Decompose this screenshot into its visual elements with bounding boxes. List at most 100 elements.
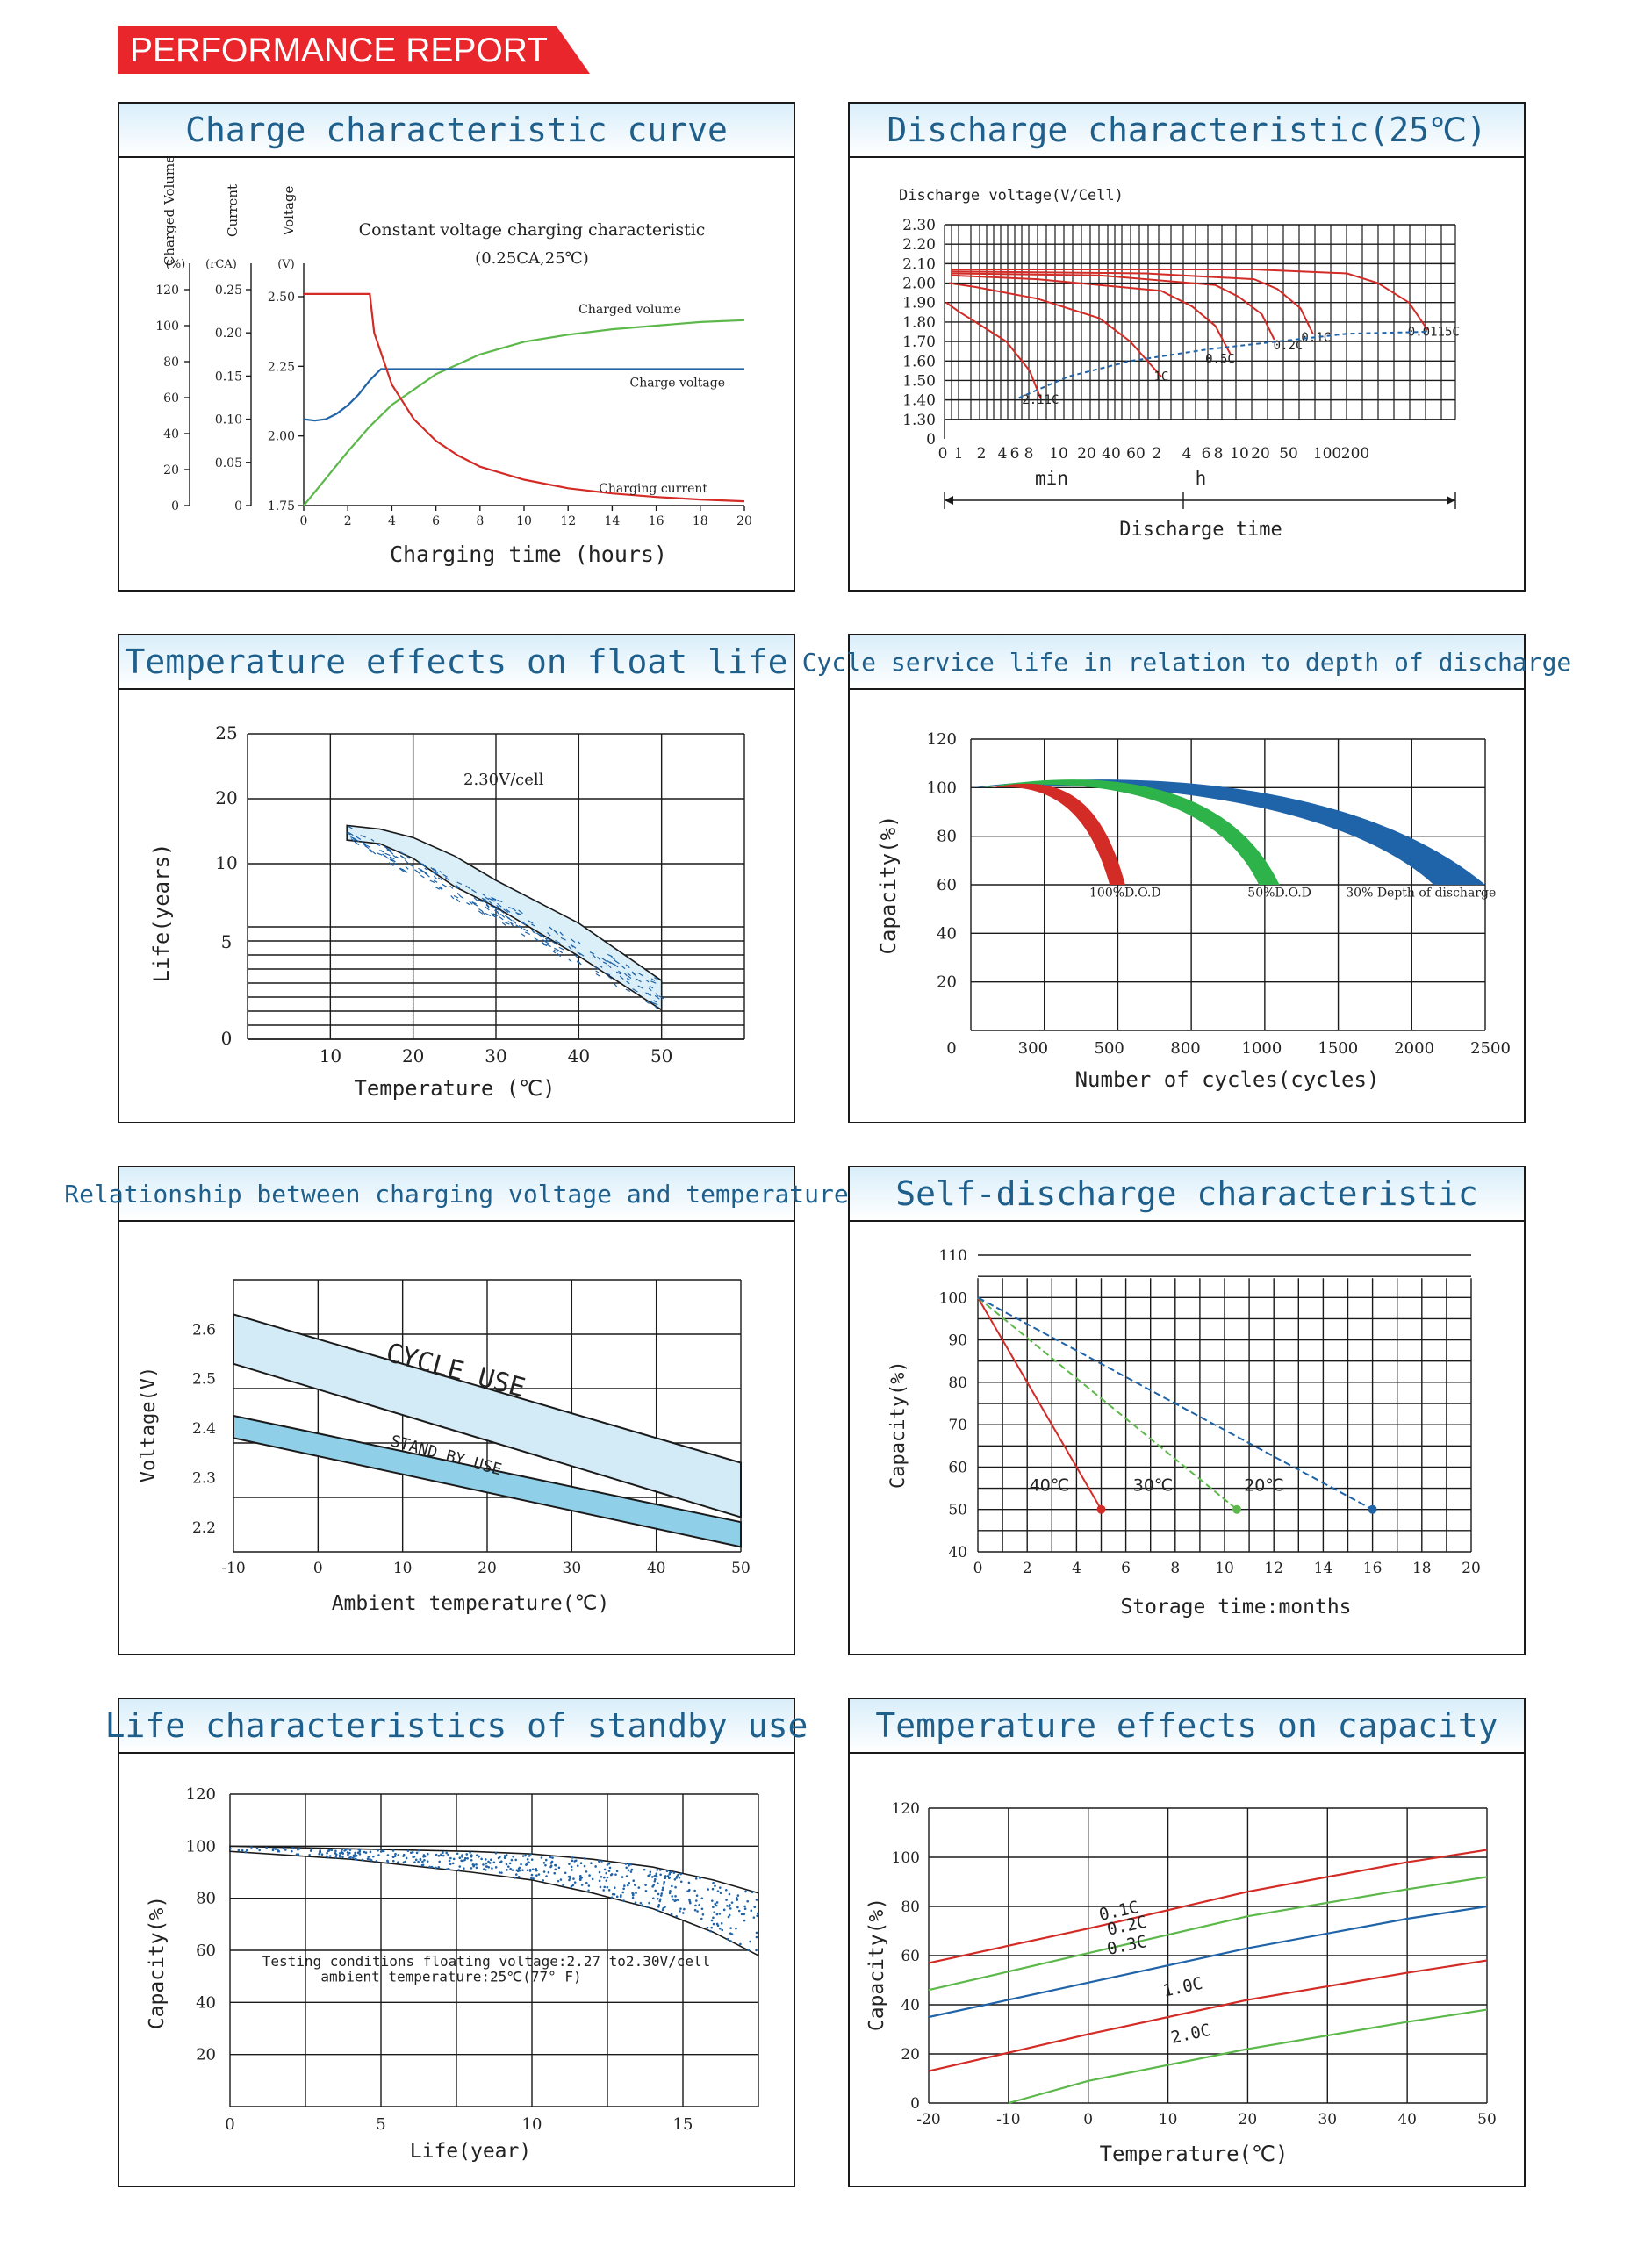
sb-speck	[629, 1863, 633, 1866]
self-discharge-chart: 40 50 60 70 80 90 100 110 0 2 4 6 8 10 12 14 16 18 20 Capac…	[887, 1247, 1481, 1619]
sb-speck	[594, 1865, 597, 1868]
sb-note1: Testing conditions floating voltage:2.27…	[262, 1953, 711, 1970]
float-band-speck	[568, 958, 572, 963]
dim-arrow-right	[1447, 496, 1455, 505]
float-band-speck	[416, 871, 421, 875]
sb-speck	[272, 1847, 275, 1850]
sb-speck	[274, 1848, 277, 1850]
sb-speck	[743, 1919, 746, 1922]
discharge-x-tick: 4	[998, 445, 1008, 463]
float-band-speck	[538, 934, 542, 937]
sb-speck	[694, 1904, 697, 1907]
float-band-speck	[399, 867, 404, 871]
unit-h: h	[1196, 468, 1207, 489]
float-band-speck	[574, 954, 578, 958]
cvt-x-tick: 0	[313, 1560, 323, 1577]
charge-chart: Charged Volume Current Voltage (%) (rCA) (V) C…	[155, 158, 752, 567]
sb-speck	[542, 1870, 546, 1873]
sb-speck	[607, 1870, 611, 1872]
sb-speck	[628, 1882, 631, 1884]
tc-x-tick: 50	[1477, 2111, 1497, 2129]
cvt-band-1	[233, 1414, 742, 1548]
float-band-speck	[494, 908, 500, 911]
sb-speck	[664, 1906, 666, 1908]
sb-speck	[386, 1859, 389, 1863]
sb-speck	[284, 1849, 287, 1851]
cycle-y-tick: 120	[927, 730, 957, 749]
float-band-speck	[632, 987, 638, 993]
float-band-speck	[354, 841, 360, 846]
float-band-speck	[433, 869, 439, 873]
sb-speck	[258, 1849, 261, 1852]
sb-speck	[600, 1875, 603, 1878]
sb-speck	[621, 1876, 624, 1878]
sb-speck	[379, 1850, 383, 1853]
sb-speck	[696, 1910, 699, 1913]
sd-x-tick: 4	[1072, 1560, 1081, 1577]
sb-speck	[606, 1876, 609, 1879]
sb-speck	[449, 1856, 452, 1860]
sb-speck	[672, 1898, 674, 1901]
sb-x-tick: 15	[673, 2115, 693, 2134]
sb-speck	[715, 1922, 719, 1926]
float-x-tick: 50	[650, 1045, 672, 1066]
sb-speck	[755, 1935, 758, 1939]
float-band-speck	[503, 908, 509, 914]
sb-speck	[484, 1869, 487, 1871]
sb-speck	[521, 1869, 524, 1871]
sb-speck	[710, 1919, 714, 1922]
sb-speck	[447, 1853, 449, 1856]
sb-speck	[397, 1854, 400, 1856]
float-band-speck	[626, 978, 631, 981]
float-band-speck	[478, 899, 482, 902]
sb-speck	[689, 1901, 692, 1905]
sb-speck	[551, 1856, 554, 1859]
sb-speck	[672, 1871, 676, 1874]
sb-speck	[245, 1849, 248, 1852]
sb-speck	[361, 1858, 364, 1862]
sb-speck	[505, 1854, 508, 1856]
sd-x-tick: 6	[1121, 1560, 1131, 1577]
float-band-speck	[554, 947, 559, 951]
sb-speck	[701, 1913, 705, 1916]
sb-speck	[664, 1875, 667, 1877]
sb-speck	[634, 1901, 637, 1905]
sd-line-0	[977, 1296, 1103, 1511]
sb-y-tick: 60	[196, 1942, 216, 1960]
tc-y-tick: 40	[901, 1997, 920, 2014]
sb-speck	[715, 1901, 719, 1904]
sb-speck	[540, 1856, 543, 1859]
sb-speck	[693, 1889, 696, 1892]
sb-speck	[753, 1906, 757, 1909]
sb-speck	[648, 1901, 650, 1905]
sb-speck	[605, 1879, 608, 1882]
sb-speck	[528, 1855, 531, 1857]
sb-speck	[475, 1854, 478, 1857]
float-band-speck	[627, 972, 631, 977]
float-band-speck	[508, 907, 514, 910]
sb-speck	[334, 1849, 337, 1853]
tc-line-4	[1008, 2008, 1488, 2105]
sb-speck	[744, 1890, 747, 1893]
cycle-y-tick: 80	[937, 828, 957, 846]
sb-speck	[545, 1875, 548, 1877]
float-band-speck	[404, 859, 409, 864]
sb-speck	[469, 1851, 471, 1854]
sb-speck	[663, 1880, 666, 1884]
float-band-speck	[501, 922, 506, 926]
sb-speck	[608, 1866, 612, 1870]
sb-speck	[485, 1865, 488, 1868]
float-band-speck	[648, 987, 652, 992]
sb-speck	[679, 1872, 682, 1876]
float-band-speck	[618, 970, 622, 974]
sb-speck	[426, 1860, 429, 1863]
sb-speck	[651, 1885, 654, 1888]
sb-speck	[544, 1858, 548, 1862]
float-y-tick: 5	[221, 931, 233, 952]
sb-speck	[711, 1899, 714, 1902]
sb-speck	[511, 1869, 514, 1871]
cvt-x-tick: 50	[731, 1560, 751, 1577]
sb-speck	[470, 1856, 473, 1858]
sb-speck	[599, 1885, 602, 1889]
float-band-speck	[604, 972, 611, 976]
